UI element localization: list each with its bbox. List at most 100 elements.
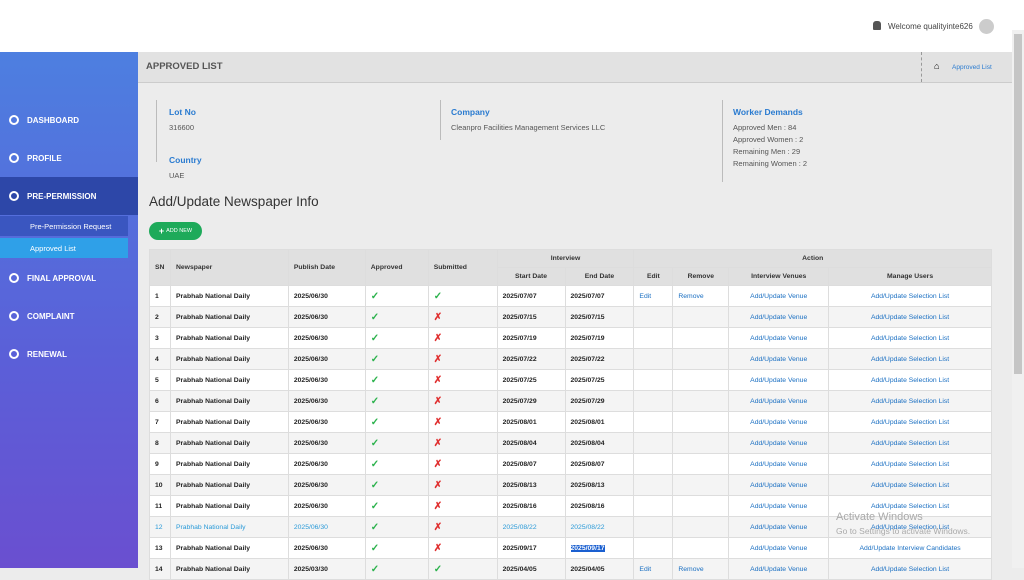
nav-icon[interactable] (9, 273, 19, 283)
cell-text[interactable]: Add/Update Selection List (871, 482, 949, 489)
cell-text[interactable]: Add/Update Venue (750, 335, 807, 342)
empty-cell[interactable] (634, 433, 673, 454)
cell-text[interactable]: Add/Update Venue (750, 545, 807, 552)
cell-text[interactable]: Add/Update Selection List (871, 293, 949, 300)
settings-button[interactable] (979, 19, 994, 34)
table-cell[interactable]: Add/Update Venue (729, 538, 829, 559)
table-cell[interactable]: Add/Update Selection List (829, 328, 992, 349)
table-cell[interactable]: Add/Update Venue (729, 559, 829, 580)
cell-text[interactable]: Add/Update Selection List (871, 335, 949, 342)
empty-cell[interactable] (673, 475, 729, 496)
nav-item[interactable]: FINAL APPROVAL (0, 259, 138, 297)
table-cell[interactable]: Add/Update Selection List (829, 433, 992, 454)
empty-cell[interactable] (634, 538, 673, 559)
cell-text[interactable]: Add/Update Selection List (871, 461, 949, 468)
cell-text[interactable]: Add/Update Venue (750, 314, 807, 321)
table-cell[interactable]: Edit (634, 286, 673, 307)
empty-cell[interactable] (634, 349, 673, 370)
table-cell[interactable]: Add/Update Venue (729, 496, 829, 517)
nav-icon[interactable] (9, 191, 19, 201)
table-cell[interactable]: Add/Update Venue (729, 349, 829, 370)
table-cell[interactable]: Add/Update Selection List (829, 391, 992, 412)
nav-label[interactable]: PRE-PERMISSION (27, 192, 96, 201)
home-icon[interactable]: ⌂ (934, 61, 939, 71)
empty-cell[interactable] (673, 517, 729, 538)
table-cell[interactable]: Add/Update Venue (729, 286, 829, 307)
sub-nav-item[interactable]: Approved List (0, 238, 128, 258)
empty-cell[interactable] (634, 307, 673, 328)
cell-text[interactable]: Add/Update Selection List (871, 419, 949, 426)
cell-text[interactable]: Add/Update Selection List (871, 398, 949, 405)
cell-text[interactable]: Edit (639, 293, 651, 300)
scroll-thumb[interactable] (1014, 34, 1022, 374)
empty-cell[interactable] (673, 328, 729, 349)
table-cell[interactable]: Add/Update Selection List (829, 412, 992, 433)
cell-text[interactable]: Add/Update Selection List (871, 440, 949, 447)
empty-cell[interactable] (634, 412, 673, 433)
cell-text[interactable]: Add/Update Venue (750, 398, 807, 405)
empty-cell[interactable] (634, 328, 673, 349)
nav-label[interactable]: COMPLAINT (27, 312, 75, 321)
nav-item[interactable]: DASHBOARD (0, 101, 138, 139)
empty-cell[interactable] (634, 391, 673, 412)
empty-cell[interactable] (673, 538, 729, 559)
empty-cell[interactable] (673, 349, 729, 370)
empty-cell[interactable] (634, 517, 673, 538)
table-cell[interactable]: Add/Update Selection List (829, 559, 992, 580)
empty-cell[interactable] (673, 454, 729, 475)
nav-label[interactable]: PROFILE (27, 154, 62, 163)
empty-cell[interactable] (634, 370, 673, 391)
empty-cell[interactable] (673, 391, 729, 412)
cell-text[interactable]: Remove (678, 293, 703, 300)
empty-cell[interactable] (634, 454, 673, 475)
empty-cell[interactable] (673, 496, 729, 517)
table-cell[interactable]: Add/Update Selection List (829, 286, 992, 307)
nav-item[interactable]: RENEWAL (0, 335, 138, 373)
nav-item[interactable]: COMPLAINT (0, 297, 138, 335)
table-cell[interactable]: Add/Update Venue (729, 475, 829, 496)
add-button[interactable]: +ADD NEW (149, 222, 202, 240)
nav-icon[interactable] (9, 153, 19, 163)
table-cell[interactable]: Add/Update Venue (729, 328, 829, 349)
nav-icon[interactable] (9, 349, 19, 359)
nav-label[interactable]: FINAL APPROVAL (27, 274, 96, 283)
cell-text[interactable]: Add/Update Interview Candidates (859, 545, 960, 552)
nav-item[interactable]: PRE-PERMISSION (0, 177, 138, 215)
breadcrumb[interactable]: Approved List (952, 64, 992, 71)
cell-text[interactable]: Add/Update Selection List (871, 503, 949, 510)
welcome-text[interactable]: Welcome qualityinte626 (888, 22, 973, 31)
empty-cell[interactable] (673, 370, 729, 391)
cell-text[interactable]: Add/Update Venue (750, 566, 807, 573)
nav-label[interactable]: RENEWAL (27, 350, 67, 359)
table-cell[interactable]: Add/Update Interview Candidates (829, 538, 992, 559)
cell-text[interactable]: Add/Update Venue (750, 440, 807, 447)
table-cell[interactable]: Add/Update Venue (729, 307, 829, 328)
empty-cell[interactable] (673, 433, 729, 454)
table-cell[interactable]: Add/Update Selection List (829, 307, 992, 328)
cell-text[interactable]: Add/Update Venue (750, 293, 807, 300)
cell-text[interactable]: Add/Update Venue (750, 482, 807, 489)
nav-item[interactable]: PROFILE (0, 139, 138, 177)
empty-cell[interactable] (673, 307, 729, 328)
table-cell[interactable]: Add/Update Venue (729, 412, 829, 433)
table-cell[interactable]: Add/Update Venue (729, 370, 829, 391)
cell-text[interactable]: Add/Update Selection List (871, 314, 949, 321)
table-cell[interactable]: Add/Update Selection List (829, 370, 992, 391)
cell-text[interactable]: Add/Update Venue (750, 356, 807, 363)
table-cell[interactable]: Add/Update Venue (729, 433, 829, 454)
table-cell[interactable]: Add/Update Venue (729, 391, 829, 412)
table-cell[interactable]: Remove (673, 286, 729, 307)
nav-label[interactable]: DASHBOARD (27, 116, 79, 125)
table-cell[interactable]: Add/Update Selection List (829, 454, 992, 475)
cell-text[interactable]: Add/Update Selection List (871, 356, 949, 363)
empty-cell[interactable] (634, 475, 673, 496)
cell-text[interactable]: Add/Update Venue (750, 503, 807, 510)
cell-text[interactable]: Add/Update Selection List (871, 377, 949, 384)
nav-icon[interactable] (9, 311, 19, 321)
cell-text[interactable]: Add/Update Venue (750, 377, 807, 384)
cell-text[interactable]: Remove (678, 566, 703, 573)
table-cell[interactable]: Add/Update Selection List (829, 475, 992, 496)
add-button-label[interactable]: ADD NEW (166, 228, 192, 234)
empty-cell[interactable] (673, 412, 729, 433)
table-cell[interactable]: Add/Update Selection List (829, 349, 992, 370)
